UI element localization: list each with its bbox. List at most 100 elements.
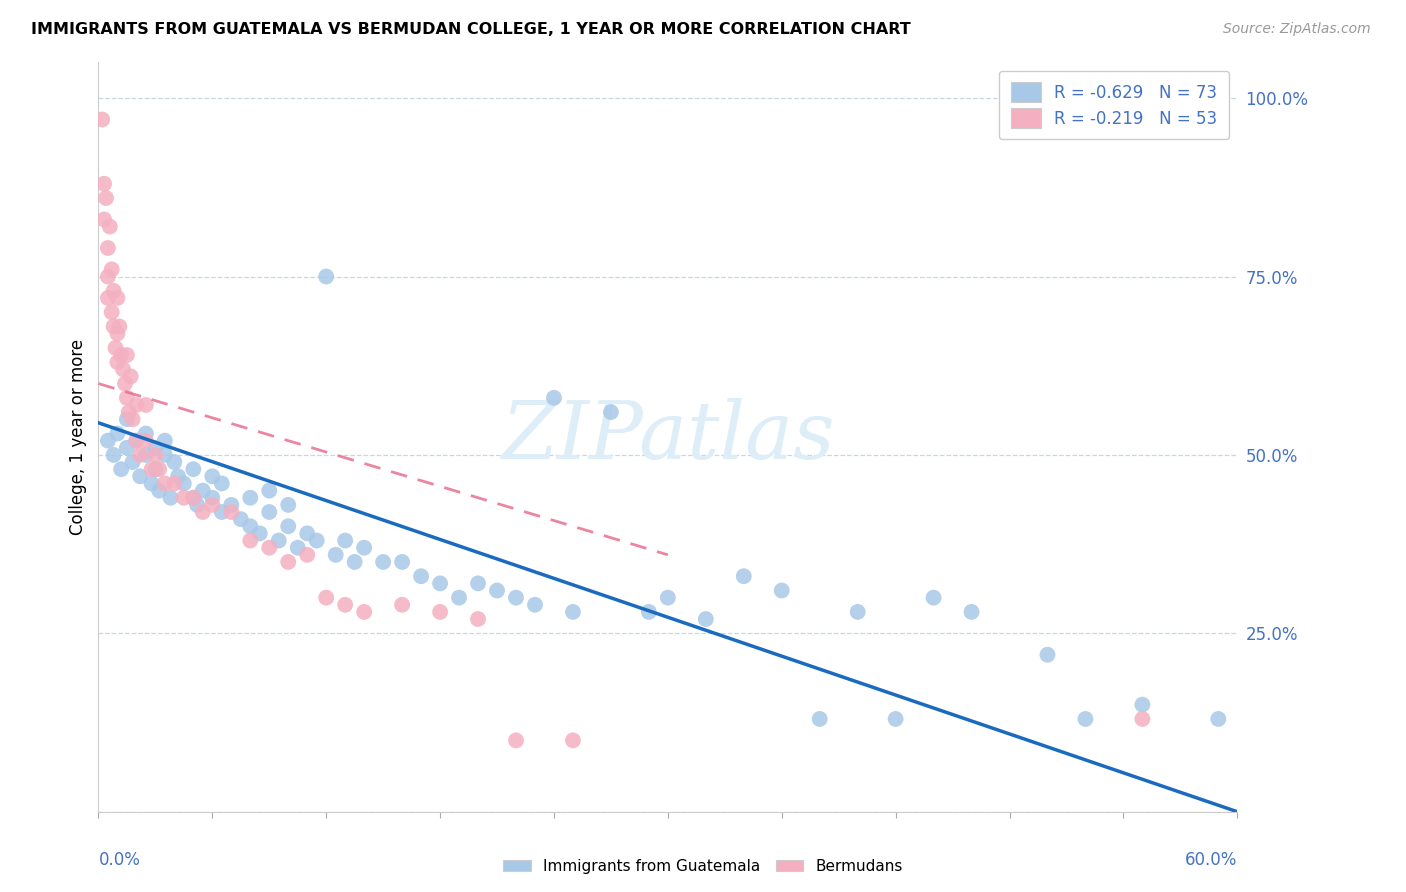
Point bbox=[191, 505, 214, 519]
Point bbox=[371, 555, 394, 569]
Point bbox=[103, 319, 125, 334]
Point bbox=[467, 576, 489, 591]
Point bbox=[305, 533, 328, 548]
Point bbox=[103, 284, 125, 298]
Point bbox=[183, 491, 205, 505]
Point bbox=[221, 498, 243, 512]
Point bbox=[239, 533, 262, 548]
Point bbox=[543, 391, 565, 405]
Point bbox=[145, 441, 167, 455]
Point bbox=[343, 555, 366, 569]
Point bbox=[486, 583, 509, 598]
Point bbox=[135, 448, 157, 462]
Point bbox=[505, 591, 527, 605]
Point bbox=[103, 448, 125, 462]
Point bbox=[98, 219, 121, 234]
Legend: R = -0.629   N = 73, R = -0.219   N = 53: R = -0.629 N = 73, R = -0.219 N = 53 bbox=[1000, 70, 1229, 139]
Legend: Immigrants from Guatemala, Bermudans: Immigrants from Guatemala, Bermudans bbox=[498, 853, 908, 880]
Point bbox=[153, 448, 176, 462]
Point bbox=[93, 212, 115, 227]
Point bbox=[287, 541, 309, 555]
Point bbox=[695, 612, 717, 626]
Point bbox=[91, 112, 114, 127]
Point bbox=[391, 555, 413, 569]
Point bbox=[1208, 712, 1230, 726]
Point bbox=[93, 177, 115, 191]
Point bbox=[107, 291, 129, 305]
Point bbox=[449, 591, 471, 605]
Point bbox=[267, 533, 290, 548]
Point bbox=[110, 348, 132, 362]
Point bbox=[129, 469, 152, 483]
Point bbox=[108, 319, 131, 334]
Point bbox=[94, 191, 117, 205]
Point bbox=[114, 376, 136, 391]
Point bbox=[229, 512, 252, 526]
Point bbox=[657, 591, 679, 605]
Y-axis label: College, 1 year or more: College, 1 year or more bbox=[69, 339, 87, 535]
Text: Source: ZipAtlas.com: Source: ZipAtlas.com bbox=[1223, 22, 1371, 37]
Point bbox=[125, 434, 148, 448]
Point bbox=[191, 483, 214, 498]
Point bbox=[277, 498, 299, 512]
Point bbox=[107, 426, 129, 441]
Point bbox=[211, 505, 233, 519]
Point bbox=[173, 476, 195, 491]
Point bbox=[141, 462, 163, 476]
Point bbox=[201, 469, 224, 483]
Point bbox=[115, 391, 138, 405]
Point bbox=[121, 412, 143, 426]
Point bbox=[107, 355, 129, 369]
Point bbox=[562, 605, 585, 619]
Point bbox=[104, 341, 127, 355]
Point bbox=[201, 498, 224, 512]
Point bbox=[129, 448, 152, 462]
Point bbox=[221, 505, 243, 519]
Text: 60.0%: 60.0% bbox=[1185, 851, 1237, 869]
Point bbox=[259, 541, 281, 555]
Point bbox=[173, 491, 195, 505]
Point bbox=[141, 476, 163, 491]
Point bbox=[353, 541, 375, 555]
Text: IMMIGRANTS FROM GUATEMALA VS BERMUDAN COLLEGE, 1 YEAR OR MORE CORRELATION CHART: IMMIGRANTS FROM GUATEMALA VS BERMUDAN CO… bbox=[31, 22, 911, 37]
Point bbox=[135, 398, 157, 412]
Point bbox=[846, 605, 869, 619]
Point bbox=[135, 426, 157, 441]
Point bbox=[259, 483, 281, 498]
Text: ZIPatlas: ZIPatlas bbox=[501, 399, 835, 475]
Point bbox=[183, 491, 205, 505]
Point bbox=[183, 462, 205, 476]
Point bbox=[315, 591, 337, 605]
Point bbox=[733, 569, 755, 583]
Point bbox=[118, 405, 141, 419]
Point bbox=[808, 712, 831, 726]
Point bbox=[239, 519, 262, 533]
Point bbox=[97, 434, 120, 448]
Point bbox=[148, 483, 170, 498]
Point bbox=[163, 476, 186, 491]
Point bbox=[249, 526, 271, 541]
Point bbox=[97, 291, 120, 305]
Point bbox=[110, 462, 132, 476]
Point bbox=[335, 533, 357, 548]
Point bbox=[259, 505, 281, 519]
Point bbox=[115, 412, 138, 426]
Point bbox=[1132, 712, 1154, 726]
Point bbox=[353, 605, 375, 619]
Point bbox=[1036, 648, 1059, 662]
Point bbox=[922, 591, 945, 605]
Point bbox=[107, 326, 129, 341]
Point bbox=[120, 369, 142, 384]
Point bbox=[211, 476, 233, 491]
Point bbox=[429, 605, 451, 619]
Point bbox=[1132, 698, 1154, 712]
Point bbox=[429, 576, 451, 591]
Point bbox=[97, 241, 120, 255]
Point bbox=[167, 469, 190, 483]
Point bbox=[239, 491, 262, 505]
Point bbox=[201, 491, 224, 505]
Point bbox=[600, 405, 623, 419]
Point bbox=[467, 612, 489, 626]
Point bbox=[638, 605, 661, 619]
Point bbox=[277, 519, 299, 533]
